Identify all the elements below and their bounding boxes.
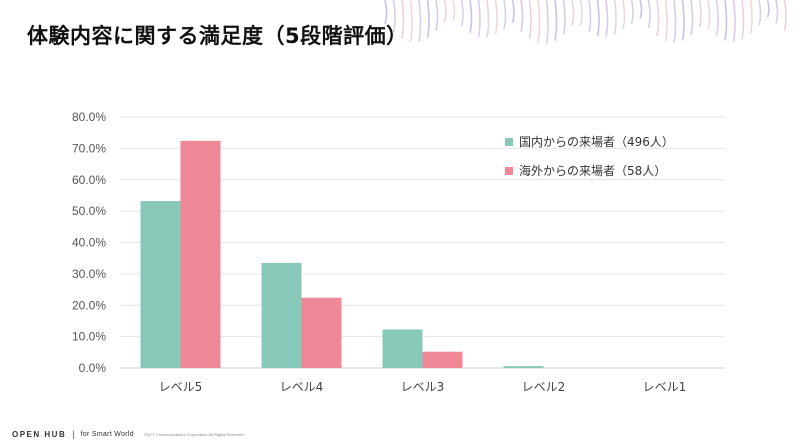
decorative-stroke [494, 0, 498, 35]
y-tick-label: 50.0% [72, 204, 106, 218]
x-tick-label: レベル5 [159, 380, 203, 394]
bar [180, 140, 221, 368]
decorative-stroke [707, 0, 711, 30]
bar [382, 329, 423, 368]
footer-separator: | [72, 429, 75, 439]
decorative-stroke [443, 0, 447, 22]
decorative-stroke [775, 0, 779, 24]
decorative-stroke [681, 0, 685, 41]
decorative-stroke [477, 0, 481, 38]
decorative-stroke [749, 0, 753, 34]
legend-swatch [505, 138, 513, 146]
footer-tagline: for Smart World [80, 430, 134, 438]
decorative-stroke [401, 0, 405, 39]
decorative-stroke [630, 0, 634, 24]
legend-label: 海外からの来場者（58人） [519, 163, 666, 178]
decorative-stroke [418, 0, 422, 42]
decorative-stroke [639, 0, 643, 19]
decorative-stroke [579, 0, 583, 27]
decorative-stroke [647, 0, 651, 29]
decorative-stroke [690, 0, 694, 36]
bar [261, 262, 302, 368]
decorative-stroke [622, 0, 626, 30]
decorative-stroke [732, 0, 736, 42]
decorative-stroke [613, 0, 617, 35]
decorative-stroke [571, 0, 575, 27]
decorative-stroke [588, 0, 592, 33]
x-tick-label: レベル1 [643, 380, 687, 394]
y-tick-label: 60.0% [72, 173, 106, 187]
x-tick-label: レベル2 [522, 380, 566, 394]
decorative-stroke [409, 0, 413, 42]
decorative-stroke [528, 0, 532, 39]
legend-swatch [505, 167, 513, 175]
y-tick-label: 20.0% [72, 298, 106, 312]
footer-brand: OPEN HUB [12, 429, 67, 439]
decorative-stroke [664, 0, 668, 42]
decorative-stroke [511, 0, 515, 23]
slide-title: 体験内容に関する満足度（5段階評価） [27, 24, 408, 48]
footer-copyright: ©NTT Communications Corporation All Righ… [143, 431, 245, 437]
decorative-stroke [537, 0, 541, 44]
decorative-stroke [426, 0, 430, 39]
footer: OPEN HUB | for Smart World ©NTT Communic… [12, 429, 245, 439]
decorative-stroke [520, 0, 524, 32]
decorative-stroke [741, 0, 745, 40]
y-tick-label: 40.0% [72, 236, 106, 250]
decorative-stroke [766, 0, 770, 18]
decorative-stroke [783, 0, 787, 32]
bar [140, 201, 181, 368]
decorative-stroke [554, 0, 558, 41]
decorative-stroke [435, 0, 439, 32]
y-tick-label: 80.0% [72, 110, 106, 124]
decorative-wave-graphic [384, 0, 787, 44]
y-tick-label: 70.0% [72, 141, 106, 155]
decorative-stroke [460, 0, 464, 27]
decorative-stroke [724, 0, 728, 41]
bar [503, 366, 544, 368]
decorative-stroke [605, 0, 609, 37]
decorative-stroke [673, 0, 677, 43]
bar [301, 297, 342, 368]
decorative-stroke [698, 0, 702, 28]
y-tick-label: 30.0% [72, 267, 106, 281]
decorative-stroke [656, 0, 660, 37]
decorative-stroke [384, 0, 388, 25]
decorative-stroke [486, 0, 490, 38]
x-tick-label: レベル3 [401, 380, 445, 394]
decorative-stroke [469, 0, 473, 33]
y-tick-label: 10.0% [72, 330, 106, 344]
x-tick-label: レベル4 [280, 380, 324, 394]
decorative-stroke [596, 0, 600, 37]
decorative-stroke [392, 0, 396, 33]
decorative-stroke [545, 0, 549, 44]
decorative-stroke [715, 0, 719, 37]
decorative-stroke [452, 0, 456, 21]
legend-label: 国内からの来場者（496人） [519, 135, 674, 149]
decorative-stroke [562, 0, 566, 35]
decorative-stroke [758, 0, 762, 26]
bar [422, 351, 463, 368]
decorative-stroke [503, 0, 507, 30]
y-tick-label: 0.0% [79, 361, 107, 375]
